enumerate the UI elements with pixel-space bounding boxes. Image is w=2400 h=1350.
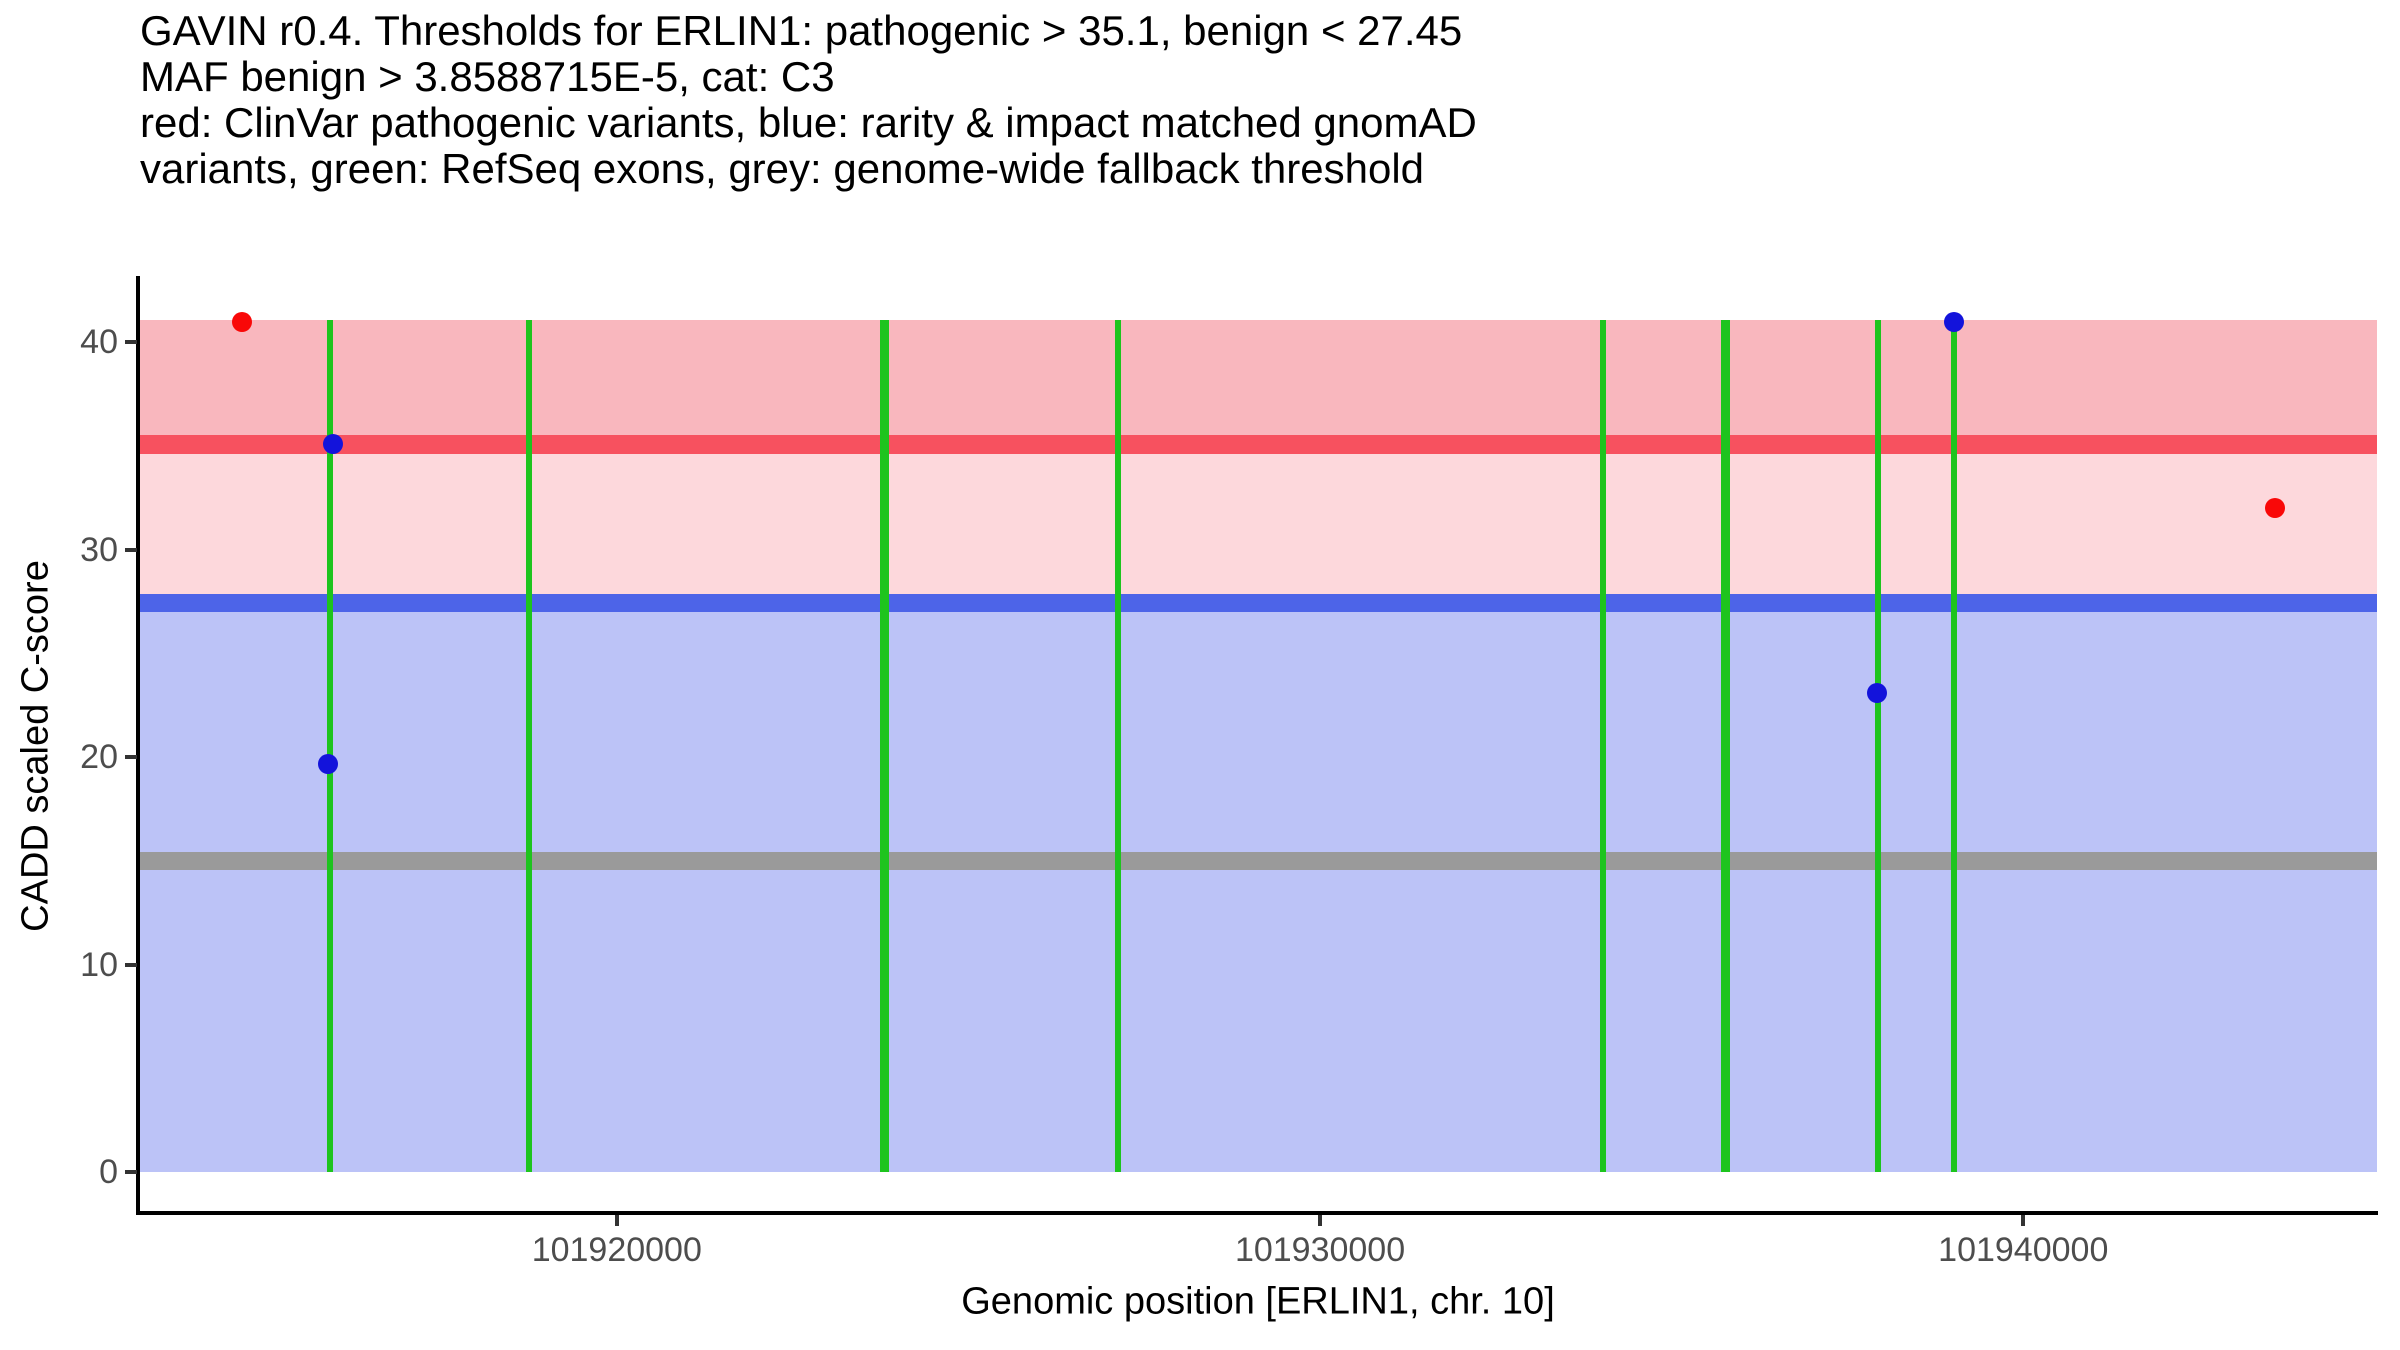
- exon-line-2: [879, 319, 889, 1173]
- y-tick-label-3: 30: [80, 530, 118, 569]
- zone-band-0: [140, 319, 2377, 445]
- exon-line-0: [327, 319, 333, 1173]
- zone-band-2: [140, 602, 2377, 1173]
- y-tick-mark-0: [125, 1170, 137, 1175]
- title-line-4: variants, green: RefSeq exons, grey: gen…: [140, 145, 1425, 192]
- plot-panel: [140, 278, 2377, 1214]
- title-line-1: GAVIN r0.4. Thresholds for ERLIN1: patho…: [140, 7, 1463, 54]
- y-tick-label-4: 40: [80, 323, 118, 362]
- threshold-line-0: [140, 434, 2377, 454]
- exon-line-6: [1875, 319, 1882, 1173]
- x-tick-mark-2: [2021, 1215, 2026, 1226]
- threshold-line-1: [140, 593, 2377, 612]
- title-line-3: red: ClinVar pathogenic variants, blue: …: [140, 99, 1477, 146]
- x-tick-label-1: 101930000: [1234, 1231, 1406, 1269]
- exon-line-4: [1600, 319, 1607, 1173]
- x-tick-mark-1: [1318, 1215, 1323, 1226]
- threshold-line-2: [140, 852, 2377, 871]
- y-tick-mark-4: [125, 340, 137, 345]
- y-tick-mark-1: [125, 962, 137, 967]
- clinvar-variant-point-1: [2265, 498, 2286, 519]
- y-tick-label-2: 20: [80, 738, 118, 777]
- exon-line-3: [1115, 319, 1122, 1173]
- y-tick-label-1: 10: [80, 945, 118, 984]
- gnomad-variant-point-2: [1867, 683, 1888, 704]
- gnomad-variant-point-0: [323, 434, 344, 455]
- y-axis-line: [136, 276, 140, 1215]
- x-axis-title: Genomic position [ERLIN1, chr. 10]: [961, 1280, 1555, 1323]
- y-tick-mark-2: [125, 755, 137, 760]
- exon-line-7: [1951, 319, 1958, 1173]
- y-tick-mark-3: [125, 547, 137, 552]
- gnomad-variant-point-1: [318, 753, 339, 774]
- title-line-2: MAF benign > 3.8588715E-5, cat: C3: [140, 53, 835, 100]
- clinvar-variant-point-0: [232, 311, 253, 332]
- x-tick-mark-0: [614, 1215, 619, 1226]
- exon-line-1: [526, 319, 533, 1173]
- exon-line-5: [1720, 319, 1730, 1173]
- plot-title: GAVIN r0.4. Thresholds for ERLIN1: patho…: [140, 8, 1477, 192]
- x-tick-label-0: 101920000: [531, 1231, 702, 1269]
- y-tick-label-0: 0: [99, 1153, 118, 1192]
- x-axis-line: [136, 1211, 2378, 1215]
- gnomad-variant-point-3: [1944, 311, 1965, 332]
- zone-band-1: [140, 444, 2377, 603]
- x-tick-label-2: 101940000: [1938, 1231, 2109, 1269]
